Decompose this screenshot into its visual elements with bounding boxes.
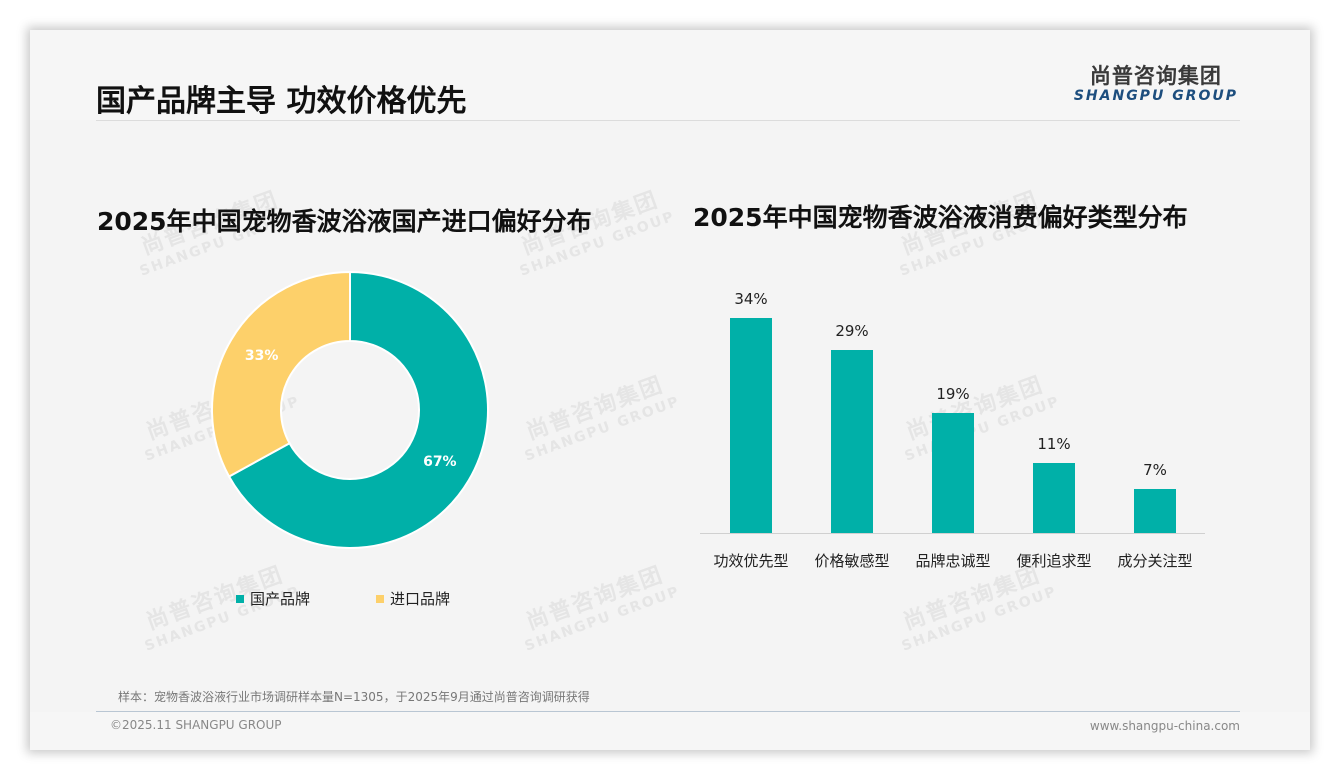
header-band [30, 30, 1310, 120]
bar-efficacy-first [730, 318, 772, 533]
bar-chart-title: 2025年中国宠物香波浴液消费偏好类型分布 [693, 203, 1188, 232]
bar-category-label: 便利追求型 [1016, 552, 1092, 570]
legend-label: 国产品牌 [250, 590, 311, 608]
bar-price-sensitive [831, 349, 873, 533]
page-title: 国产品牌主导 功效价格优先 [96, 84, 467, 119]
bar-category-label: 成分关注型 [1117, 552, 1193, 570]
bar-category-label: 价格敏感型 [814, 552, 890, 570]
sample-note: 样本：宠物香波浴液行业市场调研样本量N=1305，于2025年9月通过尚普咨询调… [118, 690, 590, 704]
logo-english-text: SHANGPU GROUP [1073, 88, 1238, 104]
footer-band [30, 712, 1310, 750]
legend-item-domestic: 国产品牌 [236, 588, 310, 609]
slide: 尚普咨询集团 SHANGPU GROUP 尚普咨询集团 SHANGPU GROUP … [30, 30, 1310, 750]
legend-item-imported: 进口品牌 [376, 588, 450, 609]
footer-divider [96, 711, 1240, 712]
bar-chart-baseline [700, 533, 1205, 534]
copyright-text: ©2025.11 SHANGPU GROUP [110, 718, 282, 732]
bar-value-label: 29% [835, 321, 869, 340]
donut-chart-svg [211, 270, 489, 549]
bar-category-label: 品牌忠诚型 [915, 552, 991, 570]
legend-swatch-yellow [376, 594, 385, 603]
bar-value-label: 11% [1037, 435, 1071, 454]
bar-value-label: 19% [936, 384, 970, 403]
donut-legend: 国产品牌 进口品牌 [236, 588, 450, 609]
bar-value-label: 34% [734, 290, 768, 308]
donut-chart: 67% 33% [210, 270, 490, 550]
bar-value-label: 7% [1143, 460, 1167, 479]
bar-category-label: 功效优先型 [713, 552, 789, 570]
bar-ingredient-focused [1134, 488, 1176, 533]
donut-chart-title: 2025年中国宠物香波浴液国产进口偏好分布 [97, 207, 592, 236]
logo-chinese-text: 尚普咨询集团 [1089, 64, 1222, 88]
donut-label-domestic: 67% [423, 453, 457, 470]
donut-segment-domestic [227, 270, 489, 549]
company-logo: 尚普咨询集团 SHANGPU GROUP [1074, 64, 1238, 104]
bar-chart: 34% 29% 19% 11% 7% 功效优先型 价格敏感型 品牌忠诚型 便利追… [700, 280, 1205, 580]
website-link[interactable]: www.shangpu-china.com [1089, 719, 1240, 733]
legend-swatch-teal [236, 594, 244, 603]
donut-segment-imported [211, 270, 351, 478]
bar-convenience-seeking [1033, 463, 1075, 533]
bar-brand-loyal [932, 412, 974, 533]
header-divider [96, 120, 1240, 121]
legend-label: 进口品牌 [390, 590, 451, 608]
donut-label-imported: 33% [244, 348, 279, 365]
